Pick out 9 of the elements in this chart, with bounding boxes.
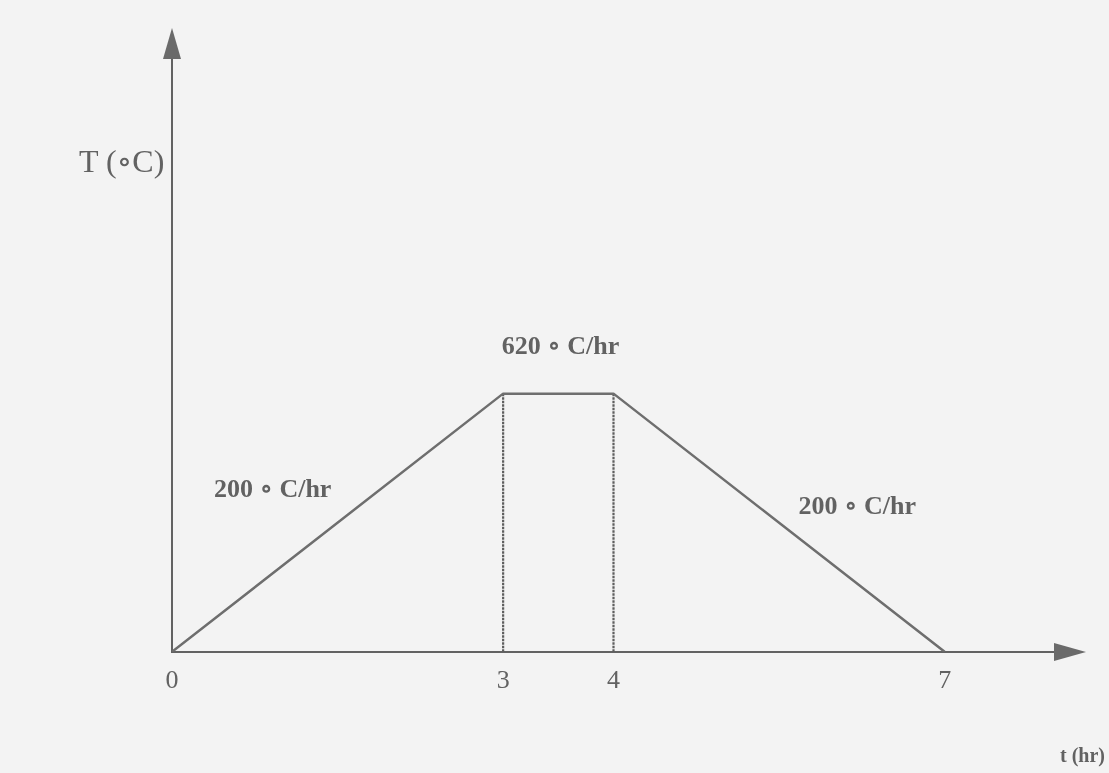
x-tick-label: 3: [496, 665, 510, 695]
annotation: 200 ∘ C/hr: [798, 491, 916, 521]
text: 620 ∘ C/hr: [501, 330, 620, 360]
annotation: 200 ∘ C/hr: [213, 474, 332, 504]
text: T (∘C): [79, 142, 165, 179]
x-tick-label: 7: [938, 665, 952, 695]
x-tick-label: 4: [607, 665, 620, 695]
x-tick-label: 0: [165, 665, 179, 695]
x-axis-title: t (hr): [1060, 744, 1105, 768]
